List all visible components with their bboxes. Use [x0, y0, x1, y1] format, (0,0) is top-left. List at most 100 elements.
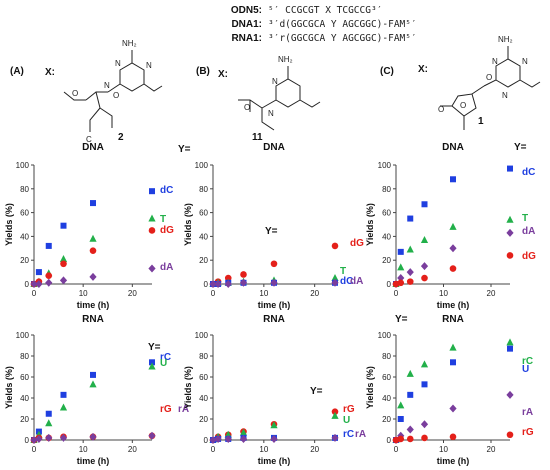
seq-name-odn5: ODN5: — [231, 5, 262, 16]
data-point-rA — [30, 436, 38, 444]
data-point-rA — [214, 434, 222, 443]
x-tick-label: 0 — [394, 445, 399, 454]
data-point-dA — [214, 280, 222, 288]
chart-panel-6: RNA 0 20 40 60 80 100 0 10 20 time (h) Yields (%) Y=… — [365, 314, 534, 466]
data-point-dA — [35, 280, 43, 288]
series-label-dC: dC — [522, 167, 535, 178]
data-point-T — [449, 222, 457, 230]
y-tick-label: 100 — [378, 331, 392, 340]
data-point-U — [148, 362, 156, 370]
data-point-rC — [60, 391, 67, 398]
data-point-rA — [59, 433, 68, 442]
data-point-dC — [60, 222, 67, 229]
y-tick-label: 100 — [16, 331, 30, 340]
structure-c: (C) X: NH₂ O N N N O O 1 — [380, 35, 541, 130]
data-point-U — [331, 411, 339, 419]
y-tick-label: 80 — [20, 185, 29, 194]
y-equals-label: Y= — [148, 342, 161, 353]
data-point-rG — [406, 435, 414, 443]
x-axis-label: time (h) — [437, 456, 470, 466]
data-point-rC — [90, 371, 96, 378]
y-tick-label: 80 — [382, 352, 391, 361]
y-tick-label: 60 — [20, 373, 29, 382]
y-tick-label: 40 — [382, 394, 391, 403]
y-tick-label: 80 — [199, 352, 208, 361]
y-tick-label: 40 — [20, 232, 29, 241]
data-point-rA — [89, 432, 97, 441]
data-point-dA — [30, 280, 38, 288]
y-tick-label: 40 — [199, 232, 208, 241]
series-label-dG: dG — [350, 238, 364, 249]
y-tick-label: 20 — [199, 256, 208, 265]
x-tick-label: 10 — [259, 289, 268, 298]
series-label-rA: rA — [355, 429, 366, 440]
chart-title: RNA — [82, 314, 104, 325]
chart-panel-1: DNA 0 20 40 60 80 100 0 10 20 time (h) Yields (%) Y=… — [4, 142, 191, 310]
data-point-rC — [420, 360, 429, 368]
chart-panel-2: DNA 0 20 40 60 80 100 0 10 20 time (h) Yields (%) Y=… — [183, 142, 364, 310]
data-point-rC — [506, 338, 514, 346]
panel-label-b: (B) — [196, 66, 210, 77]
series-dG — [392, 252, 514, 288]
y-tick-label: 40 — [382, 232, 391, 241]
data-point-U — [450, 359, 456, 366]
data-point-dC — [407, 215, 414, 222]
seq-name-rna1: RNA1: — [231, 33, 262, 44]
series-label-dA: dA — [350, 276, 363, 287]
molecule-a-bonds — [63, 50, 163, 132]
data-point-U — [59, 403, 68, 411]
data-point-rA — [449, 404, 457, 413]
compound-number-a: 2 — [118, 132, 124, 143]
series-label-rC: rC — [160, 352, 171, 363]
y-axis-label: Yields (%) — [4, 366, 14, 409]
data-point-rG — [421, 434, 428, 442]
data-point-rG — [506, 431, 514, 439]
y-tick-label: 60 — [382, 209, 391, 218]
structure-a: (A) X: NH₂ O N N N O C 2 — [10, 39, 163, 144]
y-tick-label: 60 — [20, 209, 29, 218]
y-tick-label: 100 — [16, 161, 30, 170]
data-point-dA — [209, 280, 217, 288]
atom-o2-a: O — [113, 91, 119, 100]
series-label-T: T — [340, 266, 346, 277]
data-point-dA — [239, 278, 248, 287]
data-point-T — [89, 234, 97, 242]
series-label-dC: dC — [160, 185, 173, 196]
data-point-U — [507, 345, 513, 352]
series-label-T: T — [160, 214, 166, 225]
atom-n2-b: N — [268, 109, 274, 118]
panel-label-c: (C) — [380, 66, 394, 77]
x-tick-label: 20 — [310, 289, 319, 298]
series-label-rG: rG — [522, 427, 534, 438]
data-point-dG — [406, 278, 414, 285]
molecule-c-bonds — [440, 46, 541, 130]
data-point-dC — [90, 200, 96, 207]
y-tick-label: 20 — [20, 256, 29, 265]
structure-b: (B) X: NH₂ O N N 11 — [196, 55, 321, 143]
data-point-T — [420, 235, 429, 243]
y-axis-label: Yields (%) — [4, 203, 14, 246]
data-point-dG — [506, 252, 514, 259]
data-point-rC — [45, 410, 52, 417]
data-point-rA — [239, 434, 248, 443]
atom-nh2-c: NH₂ — [498, 35, 513, 44]
data-point-T — [59, 255, 68, 263]
atom-n1-b: N — [272, 77, 278, 86]
x-tick-label: 0 — [32, 445, 37, 454]
atom-o-ring-c: O — [460, 101, 466, 110]
y-tick-label: 0 — [387, 436, 392, 445]
data-point-dG — [60, 260, 67, 268]
data-point-dG — [240, 271, 247, 278]
data-point-dC — [450, 176, 456, 183]
data-point-dG — [89, 247, 97, 254]
series-label-T: T — [522, 213, 528, 224]
y-tick-label: 60 — [199, 373, 208, 382]
chart-panel-3: DNA 0 20 40 60 80 100 0 10 20 time (h) Yields (%) Y=… — [365, 142, 536, 310]
series-label-dG: dG — [160, 225, 174, 236]
data-point-rC — [406, 369, 414, 377]
seq-odn5: ⁵′ CCGCGT X TCGCCG³′ — [268, 5, 382, 16]
chart-panel-5: RNA 0 20 40 60 80 100 0 10 20 time (h) Yields (%) Y=… — [183, 314, 366, 466]
series-label-rC: rC — [522, 356, 533, 367]
data-point-U — [270, 421, 278, 429]
